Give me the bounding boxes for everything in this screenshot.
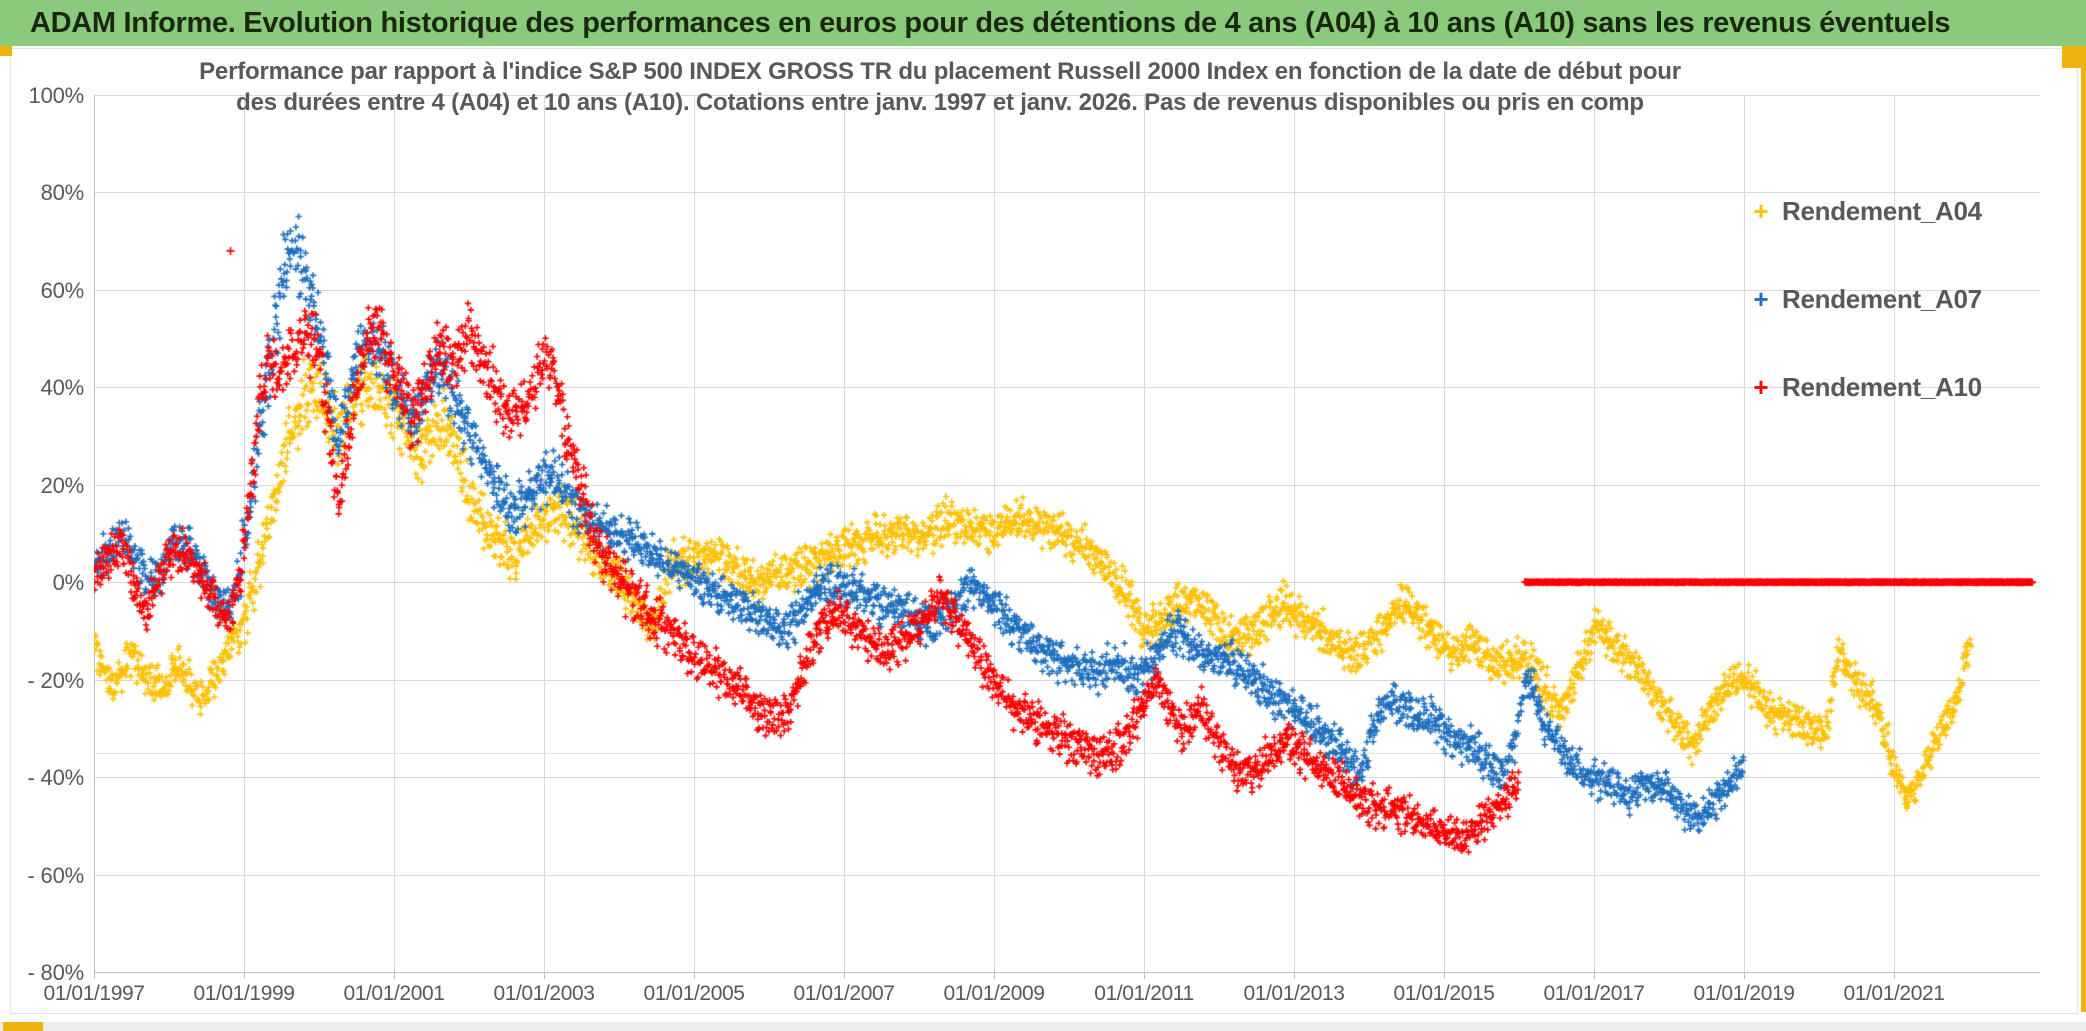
x-axis-tick [1444,972,1445,979]
selection-accent-bottom-left [3,1022,43,1031]
legend-label: Rendement_A10 [1782,371,1982,402]
y-axis-label: 0% [52,570,85,596]
legend-item-rendement-a04[interactable]: + Rendement_A04 [1748,196,2048,226]
x-axis-label: 01/01/2017 [1543,982,1645,1005]
y-axis-label: 80% [40,180,85,206]
x-axis-label: 01/01/2013 [1243,982,1345,1005]
x-axis-label: 01/01/2005 [643,982,745,1005]
x-axis-tick [994,972,995,979]
chart-title: Performance par rapport à l'indice S&P 5… [199,58,1681,116]
plus-marker-icon: + [1753,372,1769,402]
y-axis-label: - 20% [27,667,85,693]
x-axis-tick [1744,972,1745,979]
x-axis-label: 01/01/2001 [343,982,445,1005]
x-axis-tick [1144,972,1145,979]
selection-accent-top-left [0,46,12,56]
x-axis-label: 01/01/2003 [493,982,595,1005]
y-axis-label: - 80% [27,960,85,985]
x-axis-label: 01/01/1997 [43,982,145,1005]
x-axis-label: 01/01/2009 [943,982,1045,1005]
x-axis-tick [844,972,845,979]
chart-plot-area[interactable] [94,95,2040,972]
x-axis-tick [1294,972,1295,979]
x-axis-tick [694,972,695,979]
x-axis-line [94,972,2040,973]
bottom-worksheet-strip [0,1022,2086,1031]
plus-marker-icon: + [1753,284,1769,314]
x-axis-tick [1894,972,1895,979]
plus-marker-icon: + [1753,196,1769,226]
y-axis-label: - 60% [27,862,85,888]
x-axis-tick [1594,972,1595,979]
title-banner: ADAM Informe. Evolution historique des p… [0,0,2086,46]
y-axis-label: 100% [28,83,85,108]
legend-item-rendement-a10[interactable]: + Rendement_A10 [1748,372,2048,402]
x-axis-label: 01/01/2007 [793,982,895,1005]
legend-label: Rendement_A07 [1782,283,1982,314]
y-axis-label: 20% [40,472,85,498]
x-axis-label: 01/01/2015 [1393,982,1495,1005]
x-axis-label: 01/01/2011 [1094,982,1194,1005]
x-axis-label: 01/01/2019 [1693,982,1795,1005]
y-axis-label: 60% [40,277,85,303]
x-axis-tick [244,972,245,979]
banner-title: ADAM Informe. Evolution historique des p… [30,6,1951,39]
selection-accent-right-edge [2081,46,2086,1012]
x-axis-label: 01/01/1999 [193,982,295,1005]
y-axis-label: - 40% [27,765,85,791]
legend-item-rendement-a07[interactable]: + Rendement_A07 [1748,284,2048,314]
x-axis-label: 01/01/2021 [1843,982,1945,1005]
x-axis-tick [394,972,395,979]
legend-label: Rendement_A04 [1782,195,1982,226]
selection-accent-top-right [2062,46,2086,68]
x-axis-tick [94,972,95,979]
x-axis-tick [544,972,545,979]
chart-legend: + Rendement_A04 + Rendement_A07 + Rendem… [1748,196,2048,460]
y-axis-label: 40% [40,375,85,401]
